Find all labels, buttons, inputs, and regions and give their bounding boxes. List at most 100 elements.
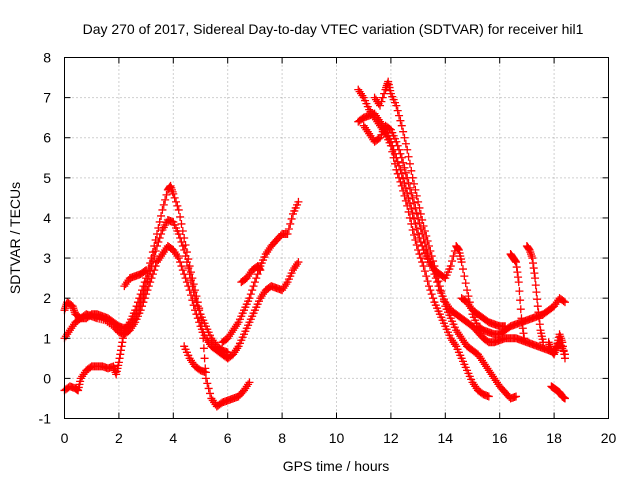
data-point — [545, 340, 554, 349]
data-point — [403, 145, 412, 154]
series-arc-3f — [506, 250, 529, 343]
data-point — [550, 350, 559, 359]
data-point — [473, 350, 482, 359]
data-point — [412, 224, 421, 233]
data-point — [393, 141, 402, 150]
x-tick-label: 18 — [546, 430, 562, 446]
data-point — [464, 300, 473, 309]
data-point — [159, 200, 168, 209]
data-point — [120, 282, 129, 291]
data-point — [241, 384, 250, 393]
data-point — [401, 196, 410, 205]
series-arc-1c — [60, 181, 254, 411]
data-point — [371, 95, 380, 104]
data-point — [131, 306, 140, 315]
data-point — [150, 242, 159, 251]
data-point — [533, 295, 542, 304]
data-point — [167, 185, 176, 194]
data-point — [116, 350, 125, 359]
data-point — [411, 236, 420, 245]
data-point — [184, 264, 193, 273]
data-point — [414, 197, 423, 206]
data-point — [395, 161, 404, 170]
data-point — [446, 262, 455, 271]
data-point — [185, 262, 194, 271]
data-point — [256, 294, 265, 303]
x-tick-label: 12 — [383, 430, 399, 446]
data-point — [454, 330, 463, 339]
data-point — [151, 262, 160, 271]
data-point — [401, 168, 410, 177]
data-point — [193, 298, 202, 307]
data-point — [465, 302, 474, 311]
data-point — [408, 225, 417, 234]
data-point — [132, 302, 141, 311]
data-point — [449, 252, 458, 261]
data-point — [283, 229, 292, 238]
data-point — [158, 205, 167, 214]
data-point — [414, 213, 423, 222]
data-point — [431, 267, 440, 276]
data-point — [142, 266, 151, 275]
data-point — [396, 149, 405, 158]
data-point — [519, 329, 528, 338]
data-point — [189, 301, 198, 310]
data-point — [286, 219, 295, 228]
data-point — [556, 334, 565, 343]
data-point — [446, 334, 455, 343]
data-point — [385, 124, 394, 133]
data-point — [457, 258, 466, 267]
data-point — [154, 256, 163, 265]
data-point — [448, 257, 457, 266]
data-point — [471, 382, 480, 391]
data-point — [423, 237, 432, 246]
data-point — [123, 278, 132, 287]
data-point — [393, 106, 402, 115]
x-tick-label: 10 — [329, 430, 345, 446]
data-point — [512, 392, 521, 401]
y-tick-label: 2 — [43, 290, 51, 306]
data-point — [186, 356, 195, 365]
data-point — [358, 91, 367, 100]
data-point — [121, 280, 130, 289]
data-point — [407, 166, 416, 175]
y-tick-label: 3 — [43, 250, 51, 266]
data-point — [355, 87, 364, 96]
data-point — [354, 85, 363, 94]
data-point — [454, 245, 463, 254]
y-tick-label: 8 — [43, 50, 51, 66]
data-point — [426, 286, 435, 295]
data-point — [116, 346, 125, 355]
data-point — [157, 252, 166, 261]
data-point — [533, 302, 542, 311]
data-point — [422, 272, 431, 281]
data-point — [181, 241, 190, 250]
data-point — [245, 378, 254, 387]
data-point — [124, 320, 133, 329]
data-point — [535, 320, 544, 329]
data-point — [412, 191, 421, 200]
data-point — [453, 244, 462, 253]
data-point — [174, 205, 183, 214]
data-point — [244, 380, 253, 389]
data-point — [491, 376, 500, 385]
data-point — [255, 265, 264, 274]
data-point — [370, 113, 379, 122]
x-tick-labels: 0 2 4 6 8 10 12 14 16 18 20 — [61, 430, 617, 446]
data-point — [151, 236, 160, 245]
data-point — [136, 290, 145, 299]
data-point — [291, 262, 300, 271]
data-point — [516, 305, 525, 314]
data-point — [416, 238, 425, 247]
data-point — [147, 254, 156, 263]
data-point — [182, 278, 191, 287]
x-tick-label: 20 — [601, 430, 617, 446]
data-point — [204, 338, 213, 347]
data-point — [529, 259, 538, 268]
data-point — [366, 107, 375, 116]
data-point — [520, 334, 529, 343]
data-point — [392, 137, 401, 146]
data-point — [120, 326, 129, 335]
data-point — [408, 193, 417, 202]
